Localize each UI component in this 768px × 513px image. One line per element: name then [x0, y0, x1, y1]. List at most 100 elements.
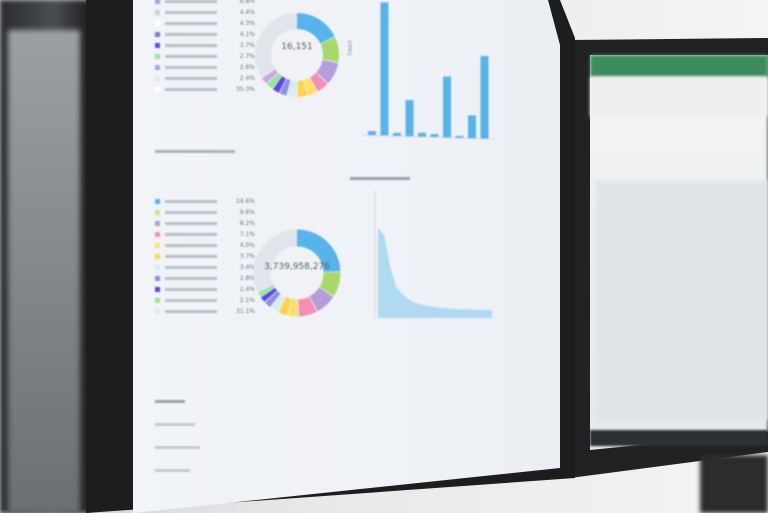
taskbar — [590, 430, 768, 446]
legend-swatch — [155, 199, 160, 204]
legend-top-donut: 6.8% 4.4% 4.3% 4.1% 3.7% 2.7% 2.6% 2.4% 35.3% — [155, 0, 255, 95]
legend-label — [165, 266, 217, 269]
legend-item: 3.4% — [155, 262, 255, 273]
legend-swatch — [155, 254, 160, 259]
donut-segment — [253, 229, 341, 317]
bar — [430, 134, 439, 137]
legend-label — [165, 11, 217, 14]
legend-swatch — [155, 21, 160, 26]
legend-swatch — [155, 32, 160, 37]
legend-swatch — [155, 43, 160, 48]
spreadsheet-toolbar — [590, 77, 768, 117]
legend-pct: 3.7% — [239, 253, 255, 260]
bottom-table — [155, 400, 335, 492]
donut-bottom-total: 3,739,958,276 — [264, 262, 330, 272]
legend-label — [165, 0, 217, 3]
legend-item: 7.1% — [155, 229, 255, 240]
legend-swatch — [155, 87, 160, 92]
legend-item: 2.8% — [155, 273, 255, 284]
legend-item: 6.8% — [155, 0, 255, 7]
legend-item: 2.7% — [155, 51, 255, 62]
legend-pct: 8.2% — [239, 220, 255, 227]
legend-pct: 3.4% — [239, 264, 255, 271]
legend-item: 24.6% — [155, 196, 255, 207]
bar — [455, 135, 464, 138]
legend-swatch — [155, 276, 160, 281]
spreadsheet-grid — [595, 180, 768, 420]
legend-label — [165, 299, 217, 302]
legend-pct: 4.0% — [239, 242, 255, 249]
legend-pct: 2.7% — [239, 53, 255, 60]
left-monitor-screen — [8, 30, 80, 513]
legend-swatch — [155, 287, 160, 292]
legend-label — [165, 33, 217, 36]
donut-segment — [255, 13, 339, 97]
legend-swatch — [155, 65, 160, 70]
legend-swatch — [155, 221, 160, 226]
legend-item: 4.3% — [155, 18, 255, 29]
legend-item: 2.1% — [155, 295, 255, 306]
legend-pct: 6.8% — [239, 0, 255, 5]
legend-item: 8.2% — [155, 218, 255, 229]
legend-item: 4.1% — [155, 29, 255, 40]
legend-pct: 2.1% — [239, 297, 255, 304]
legend-label — [165, 222, 217, 225]
legend-swatch — [155, 265, 160, 270]
bar — [480, 55, 489, 139]
legend-item: 4.4% — [155, 7, 255, 18]
legend-pct: 2.6% — [239, 64, 255, 71]
legend-item: 31.1% — [155, 306, 255, 317]
legend-swatch — [155, 54, 160, 59]
bar — [368, 131, 376, 135]
legend-item: 4.0% — [155, 240, 255, 251]
legend-label — [165, 255, 217, 258]
legend-label — [165, 288, 217, 291]
bar — [380, 2, 389, 136]
legend-item: 2.4% — [155, 284, 255, 295]
legend-swatch — [155, 0, 160, 4]
section-title — [155, 150, 235, 153]
donut-segment — [253, 229, 341, 317]
legend-swatch — [155, 309, 160, 314]
spreadsheet-ribbon — [590, 55, 768, 77]
legend-label — [165, 277, 217, 280]
donut-segment — [253, 229, 341, 317]
legend-pct: 4.1% — [239, 31, 255, 38]
bar — [443, 76, 451, 138]
legend-label — [165, 55, 217, 58]
legend-item: 35.3% — [155, 84, 255, 95]
legend-label — [165, 88, 217, 91]
legend-label — [165, 211, 217, 214]
bar-chart-ylabel: Count — [347, 40, 354, 56]
legend-swatch — [155, 298, 160, 303]
legend-pct: 4.4% — [239, 9, 255, 16]
legend-pct: 2.4% — [239, 286, 255, 293]
legend-swatch — [155, 76, 160, 81]
legend-pct: 4.3% — [239, 20, 255, 27]
legend-item: 2.4% — [155, 73, 255, 84]
area-chart-title — [350, 177, 410, 180]
legend-label — [165, 310, 217, 313]
legend-label — [165, 200, 217, 203]
bar — [405, 100, 414, 137]
bar — [468, 115, 476, 139]
legend-label — [165, 66, 217, 69]
legend-swatch — [155, 210, 160, 215]
donut-segment — [255, 13, 339, 97]
donut-segment — [253, 229, 341, 317]
monitor-stand — [700, 455, 768, 513]
legend-pct: 3.7% — [239, 42, 255, 49]
legend-item: 2.6% — [155, 62, 255, 73]
legend-item: 3.7% — [155, 40, 255, 51]
legend-label — [165, 244, 217, 247]
legend-label — [165, 233, 217, 236]
legend-pct: 2.4% — [239, 75, 255, 82]
area-series — [378, 228, 492, 318]
legend-item: 3.7% — [155, 251, 255, 262]
legend-bottom-donut: 24.6% 9.6% 8.2% 7.1% 4.0% 3.7% 3.4% 2.8% 2.4% 2.1… — [155, 196, 255, 317]
legend-pct: 2.8% — [239, 275, 255, 282]
legend-pct: 31.1% — [235, 308, 255, 315]
bar — [418, 132, 426, 137]
legend-label — [165, 44, 217, 47]
legend-label — [165, 77, 217, 80]
